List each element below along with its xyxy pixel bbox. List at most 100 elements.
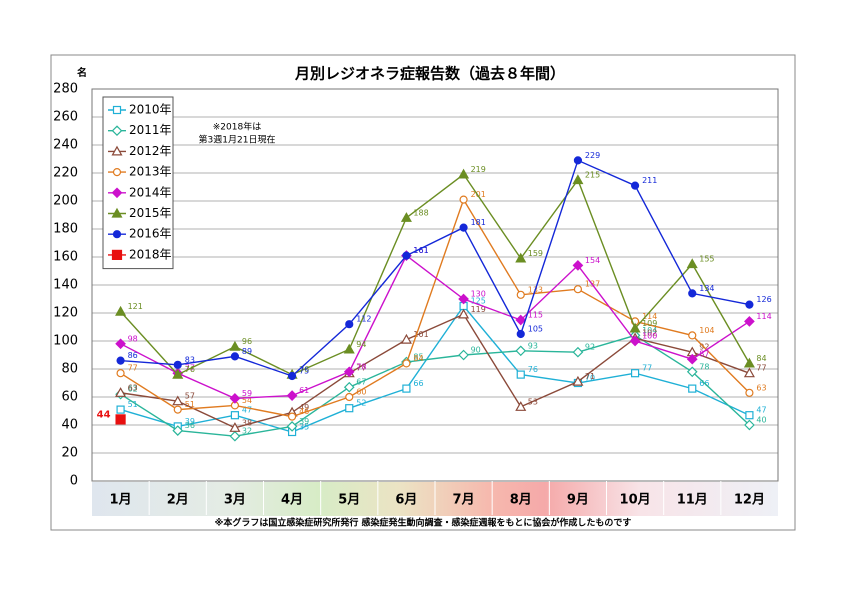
marker bbox=[572, 375, 584, 386]
data-label: 96 bbox=[242, 337, 252, 346]
marker bbox=[515, 252, 527, 263]
x-tick-label: 10月 bbox=[620, 493, 651, 508]
legend-label: 2014年 bbox=[129, 185, 172, 199]
data-label: 38 bbox=[242, 418, 252, 427]
marker bbox=[173, 405, 182, 414]
marker bbox=[287, 371, 297, 381]
data-label: 71 bbox=[585, 372, 595, 381]
x-tick-label: 1月 bbox=[110, 493, 132, 508]
marker bbox=[229, 430, 241, 442]
y-tick-label: 60 bbox=[61, 390, 78, 405]
marker bbox=[173, 360, 182, 369]
marker bbox=[112, 168, 122, 177]
data-label: 63 bbox=[128, 383, 138, 392]
series-line bbox=[120, 173, 751, 376]
data-label: 114 bbox=[642, 312, 657, 321]
marker bbox=[230, 411, 240, 420]
data-label: 161 bbox=[413, 246, 428, 255]
chart-title: 月別レジオネラ症報告数（過去８年間） bbox=[294, 65, 565, 83]
data-label: 101 bbox=[413, 330, 428, 339]
marker bbox=[172, 368, 184, 379]
data-label: 115 bbox=[528, 311, 543, 320]
marker bbox=[111, 125, 123, 137]
marker bbox=[688, 384, 697, 393]
data-label: 39 bbox=[185, 417, 195, 426]
marker bbox=[111, 145, 123, 156]
data-label: 105 bbox=[528, 325, 543, 334]
x-tick-label: 5月 bbox=[338, 493, 360, 508]
series-line bbox=[120, 197, 750, 418]
x-tick-label: 12月 bbox=[734, 493, 765, 508]
data-label: 93 bbox=[528, 341, 538, 350]
y-tick-label: 280 bbox=[53, 82, 78, 97]
marker bbox=[116, 405, 125, 414]
data-label: 155 bbox=[699, 255, 714, 264]
marker bbox=[343, 381, 355, 393]
marker bbox=[572, 174, 584, 185]
y-unit: 名 bbox=[77, 66, 87, 79]
data-label: 188 bbox=[413, 208, 428, 217]
marker bbox=[744, 419, 755, 431]
marker bbox=[172, 425, 184, 436]
data-label: 211 bbox=[642, 176, 657, 185]
marker bbox=[516, 370, 525, 379]
series-line bbox=[120, 254, 750, 400]
marker bbox=[172, 395, 184, 406]
marker bbox=[459, 195, 468, 204]
marker bbox=[400, 212, 412, 222]
data-label: 126 bbox=[756, 295, 771, 304]
marker bbox=[745, 411, 754, 420]
marker bbox=[744, 316, 755, 327]
x-tick-label: 9月 bbox=[567, 493, 589, 508]
y-tick-label: 140 bbox=[53, 278, 78, 293]
marker bbox=[115, 338, 126, 350]
data-label: 83 bbox=[185, 355, 195, 364]
y-tick-label: 40 bbox=[61, 418, 78, 433]
marker bbox=[572, 346, 584, 358]
data-label: 104 bbox=[699, 326, 714, 335]
legend-label: 2015年 bbox=[129, 206, 172, 220]
data-label: 112 bbox=[356, 315, 371, 324]
data-label: 76 bbox=[299, 365, 309, 374]
legend-label: 2018年 bbox=[129, 247, 172, 261]
data-label: 70 bbox=[585, 374, 595, 383]
data-label: 35 bbox=[299, 423, 309, 432]
data-label: 109 bbox=[642, 319, 657, 328]
data-label: 40 bbox=[756, 416, 766, 425]
x-tick-label: 4月 bbox=[281, 493, 303, 508]
data-label: 77 bbox=[128, 364, 138, 373]
marker bbox=[459, 223, 468, 232]
data-label: 77 bbox=[356, 364, 366, 373]
data-label: 100 bbox=[642, 332, 657, 341]
marker bbox=[516, 290, 525, 299]
marker bbox=[516, 329, 525, 339]
marker bbox=[743, 357, 755, 368]
note: ※2018年は bbox=[213, 121, 261, 133]
y-tick-label: 80 bbox=[61, 362, 78, 377]
marker bbox=[112, 105, 122, 115]
data-label: 57 bbox=[185, 392, 195, 401]
marker bbox=[458, 349, 469, 361]
x-tick-label: 6月 bbox=[395, 493, 417, 508]
marker bbox=[630, 369, 640, 378]
x-tick-label: 8月 bbox=[510, 493, 532, 508]
legend-label: 2016年 bbox=[129, 227, 172, 241]
data-label: 47 bbox=[242, 406, 252, 415]
data-label: 94 bbox=[356, 340, 366, 349]
data-label: 92 bbox=[585, 343, 595, 352]
data-label: 77 bbox=[756, 364, 766, 373]
data-label: 76 bbox=[185, 365, 195, 374]
data-label: 54 bbox=[242, 396, 252, 405]
y-tick-label: 0 bbox=[70, 474, 78, 489]
marker bbox=[688, 289, 697, 298]
data-label: 51 bbox=[185, 400, 195, 409]
data-label: 76 bbox=[528, 365, 538, 374]
marker bbox=[287, 412, 297, 421]
marker bbox=[229, 340, 241, 351]
data-label: 47 bbox=[756, 406, 766, 415]
x-tick-label: 2月 bbox=[167, 493, 189, 508]
marker bbox=[343, 366, 355, 378]
y-tick-label: 120 bbox=[53, 306, 78, 321]
marker bbox=[458, 168, 470, 179]
data-label: 229 bbox=[585, 151, 600, 160]
